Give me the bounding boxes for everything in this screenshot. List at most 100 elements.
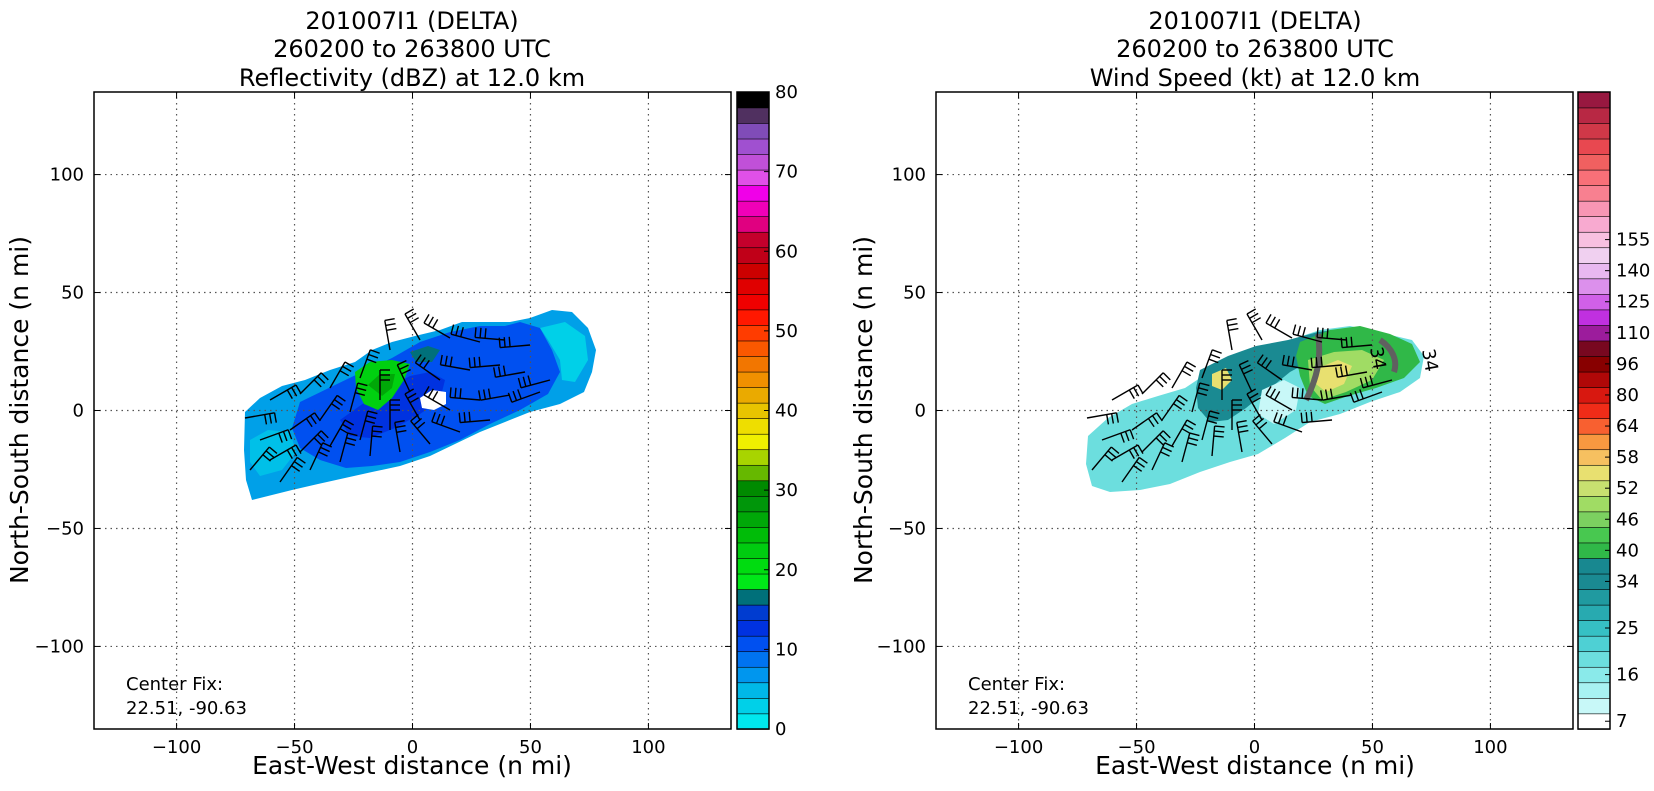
wind-y-tick-label: −50 (888, 518, 926, 539)
reflectivity-colorbar-swatch (736, 91, 770, 109)
reflectivity-wind-barb (493, 365, 526, 378)
wind-wind-barb (1161, 394, 1188, 421)
reflectivity-wind-barb (279, 456, 306, 483)
wind-x-tick-label: 0 (1249, 737, 1260, 758)
reflectivity-wind-barb (394, 420, 407, 453)
wind-colorbar-tick-label: 80 (1616, 385, 1639, 406)
wind-colorbar-swatch (1577, 588, 1611, 606)
reflectivity-colorbar-tick-label: 70 (775, 162, 798, 183)
wind-contour-label-34-b: 34 (1417, 347, 1442, 373)
reflectivity-panel: 201007I1 (DELTA) 260200 to 263800 UTC Re… (5, 7, 798, 780)
reflectivity-wind-barb (431, 412, 461, 433)
wind-colorbar-tick-label: 16 (1616, 665, 1639, 686)
wind-wind-barb (1265, 313, 1293, 339)
wind-x-tick-label: 50 (1361, 737, 1384, 758)
wind-wind-barb (1300, 411, 1333, 424)
wind-colorbar-swatch (1577, 200, 1611, 217)
wind-colorbar-swatch (1577, 309, 1611, 326)
wind-colorbar-swatch (1577, 495, 1611, 513)
reflectivity-x-tick-label: −50 (276, 737, 314, 758)
reflectivity-wind-barb (468, 356, 501, 369)
reflectivity-colorbar-tick-label: 20 (775, 560, 798, 581)
wind-colorbar-tick-label: 155 (1616, 230, 1650, 251)
reflectivity-title-line-3: Reflectivity (dBZ) at 12.0 km (239, 64, 585, 92)
wind-wind-barb (1265, 385, 1293, 411)
wind-x-tick-label: −50 (1118, 737, 1156, 758)
wind-center-fix-label: Center Fix: (968, 674, 1065, 695)
reflectivity-wind-barb (439, 354, 471, 371)
wind-wind-barb (1221, 369, 1232, 400)
reflectivity-colorbar-swatch (736, 682, 770, 699)
reflectivity-wind-barb (410, 414, 431, 445)
reflectivity-colorbar-swatch (736, 340, 770, 357)
reflectivity-colorbar-swatch (736, 557, 770, 575)
reflectivity-wind-barb (389, 399, 400, 430)
wind-field-yellow (1316, 360, 1352, 392)
wind-colorbar-swatch (1577, 215, 1611, 233)
reflectivity-colorbar-tick-label: 50 (775, 321, 798, 342)
reflectivity-wind-barb (517, 375, 551, 389)
reflectivity-colorbar-swatch (736, 604, 770, 621)
reflectivity-colorbar-swatch (736, 480, 770, 497)
wind-colorbar-swatch (1577, 526, 1611, 544)
reflectivity-colorbar-swatch (736, 697, 770, 715)
reflectivity-wind-barb (369, 425, 383, 457)
reflectivity-colorbar-swatch (736, 713, 770, 730)
reflectivity-colorbar-swatch (736, 495, 770, 513)
reflectivity-wind-barb (269, 444, 302, 461)
reflectivity-colorbar-swatch (736, 138, 770, 155)
reflectivity-x-tick-label: 50 (519, 737, 542, 758)
reflectivity-wind-barb (404, 308, 421, 341)
wind-x-tick-label: 100 (1473, 737, 1507, 758)
reflectivity-wind-barb (414, 354, 441, 381)
reflectivity-wind-barb (498, 336, 531, 349)
wind-wind-barb (1238, 359, 1253, 393)
wind-wind-barb (1320, 388, 1353, 401)
reflectivity-colorbar-swatch (736, 666, 770, 684)
wind-colorbar-swatch (1577, 557, 1611, 575)
reflectivity-wind-barb (379, 369, 390, 400)
reflectivity-wind-barb (309, 442, 333, 471)
wind-colorbar-swatch (1577, 138, 1611, 155)
wind-x-axis-label: East-West distance (n mi) (1095, 751, 1415, 780)
wind-title-line-1: 201007I1 (DELTA) (1148, 7, 1361, 35)
reflectivity-x-tick-label: 100 (631, 737, 665, 758)
reflectivity-x-tick-label: 0 (407, 737, 418, 758)
wind-colorbar-tick-label: 96 (1616, 354, 1639, 375)
wind-wind-barb (1171, 419, 1197, 447)
wind-wind-barb (1151, 442, 1175, 471)
reflectivity-wind-barb (259, 429, 293, 443)
reflectivity-wind-barb (339, 432, 358, 463)
wind-wind-barbs (1086, 308, 1393, 483)
wind-colorbar-tick-label: 58 (1616, 447, 1639, 468)
reflectivity-colorbar-tick-label: 30 (775, 480, 798, 501)
wind-x-tick-label: −100 (994, 737, 1043, 758)
wind-wind-barb (1201, 349, 1222, 379)
wind-colorbar-swatch (1577, 169, 1611, 186)
reflectivity-colorbar-swatch (736, 573, 770, 590)
wind-wind-barb (1291, 387, 1323, 401)
reflectivity-wind-barb (396, 359, 411, 393)
wind-contour-label-34-a: 34 (1365, 345, 1390, 371)
reflectivity-wind-barb (329, 361, 355, 389)
wind-wind-barb (1191, 382, 1210, 413)
wind-colorbar-tick-label: 40 (1616, 540, 1639, 561)
reflectivity-wind-barb (423, 313, 451, 339)
wind-wind-barb (1181, 432, 1200, 463)
wind-colorbar-swatch (1577, 651, 1611, 668)
wind-wind-barb (1256, 354, 1283, 381)
reflectivity-colorbar-tick-label: 80 (775, 82, 798, 103)
reflectivity-colorbar-swatch (736, 588, 770, 606)
reflectivity-center-fix-label: Center Fix: (126, 674, 223, 695)
reflectivity-colorbar-swatch (736, 293, 770, 311)
wind-wind-barb (1359, 375, 1393, 389)
wind-colorbar-tick-label: 125 (1616, 292, 1650, 313)
reflectivity-colorbar-tick-label: 10 (775, 639, 798, 660)
wind-colorbar-swatch (1577, 91, 1611, 109)
wind-colorbar-swatch (1577, 464, 1611, 482)
wind-wind-barb (1273, 412, 1303, 433)
wind-colorbar-swatch (1577, 184, 1611, 202)
reflectivity-echo-light-sw (250, 430, 296, 476)
wind-colorbar-tick-label: 140 (1616, 261, 1650, 282)
reflectivity-colorbar-swatch (736, 278, 770, 295)
